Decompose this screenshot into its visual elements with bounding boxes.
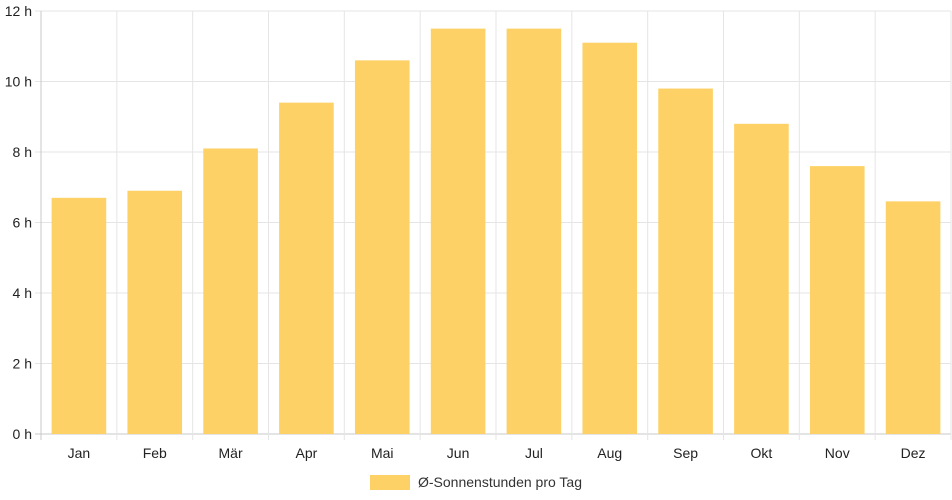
y-tick-label: 4 h	[13, 285, 32, 301]
bar-feb	[127, 190, 183, 434]
y-tick-label: 12 h	[5, 3, 32, 19]
x-tick-label: Jun	[447, 445, 470, 461]
bar-jun	[430, 28, 486, 434]
axes: 0 h 2 h 4 h 6 h 8 h 10 h 12 h Jan Feb Mär Apr Mai Ju…	[5, 3, 926, 461]
y-tick-label: 8 h	[13, 144, 32, 160]
bar-mai	[354, 60, 410, 434]
x-tick-label: Aug	[597, 445, 622, 461]
x-tick-label: Okt	[751, 445, 773, 461]
legend-label: Ø-Sonnenstunden pro Tag	[418, 474, 582, 490]
x-tick-label: Jan	[68, 445, 91, 461]
bar-mär	[203, 148, 258, 434]
bar-sep	[658, 88, 713, 435]
y-tick-label: 2 h	[13, 356, 32, 372]
bar-nov	[809, 166, 865, 434]
y-tick-label: 6 h	[13, 215, 32, 231]
x-tick-label: Mai	[371, 445, 394, 461]
bar-jul	[506, 28, 562, 434]
bars	[51, 28, 941, 435]
x-tick-label: Feb	[143, 445, 167, 461]
bar-apr	[279, 102, 334, 435]
grid-lines	[35, 10, 952, 440]
x-tick-label: Apr	[296, 445, 318, 461]
x-tick-label: Sep	[673, 445, 698, 461]
y-tick-label: 0 h	[13, 426, 32, 442]
y-tick-label: 10 h	[5, 74, 32, 90]
x-tick-label: Dez	[901, 445, 926, 461]
legend[interactable]: Ø-Sonnenstunden pro Tag	[370, 474, 582, 490]
legend-swatch	[370, 475, 410, 490]
x-tick-label: Mär	[219, 445, 243, 461]
x-tick-label: Nov	[825, 445, 850, 461]
bar-okt	[734, 123, 789, 435]
x-tick-label: Jul	[525, 445, 543, 461]
bar-aug	[582, 42, 638, 434]
bar-jan	[51, 197, 107, 434]
bar-dez	[885, 201, 941, 434]
